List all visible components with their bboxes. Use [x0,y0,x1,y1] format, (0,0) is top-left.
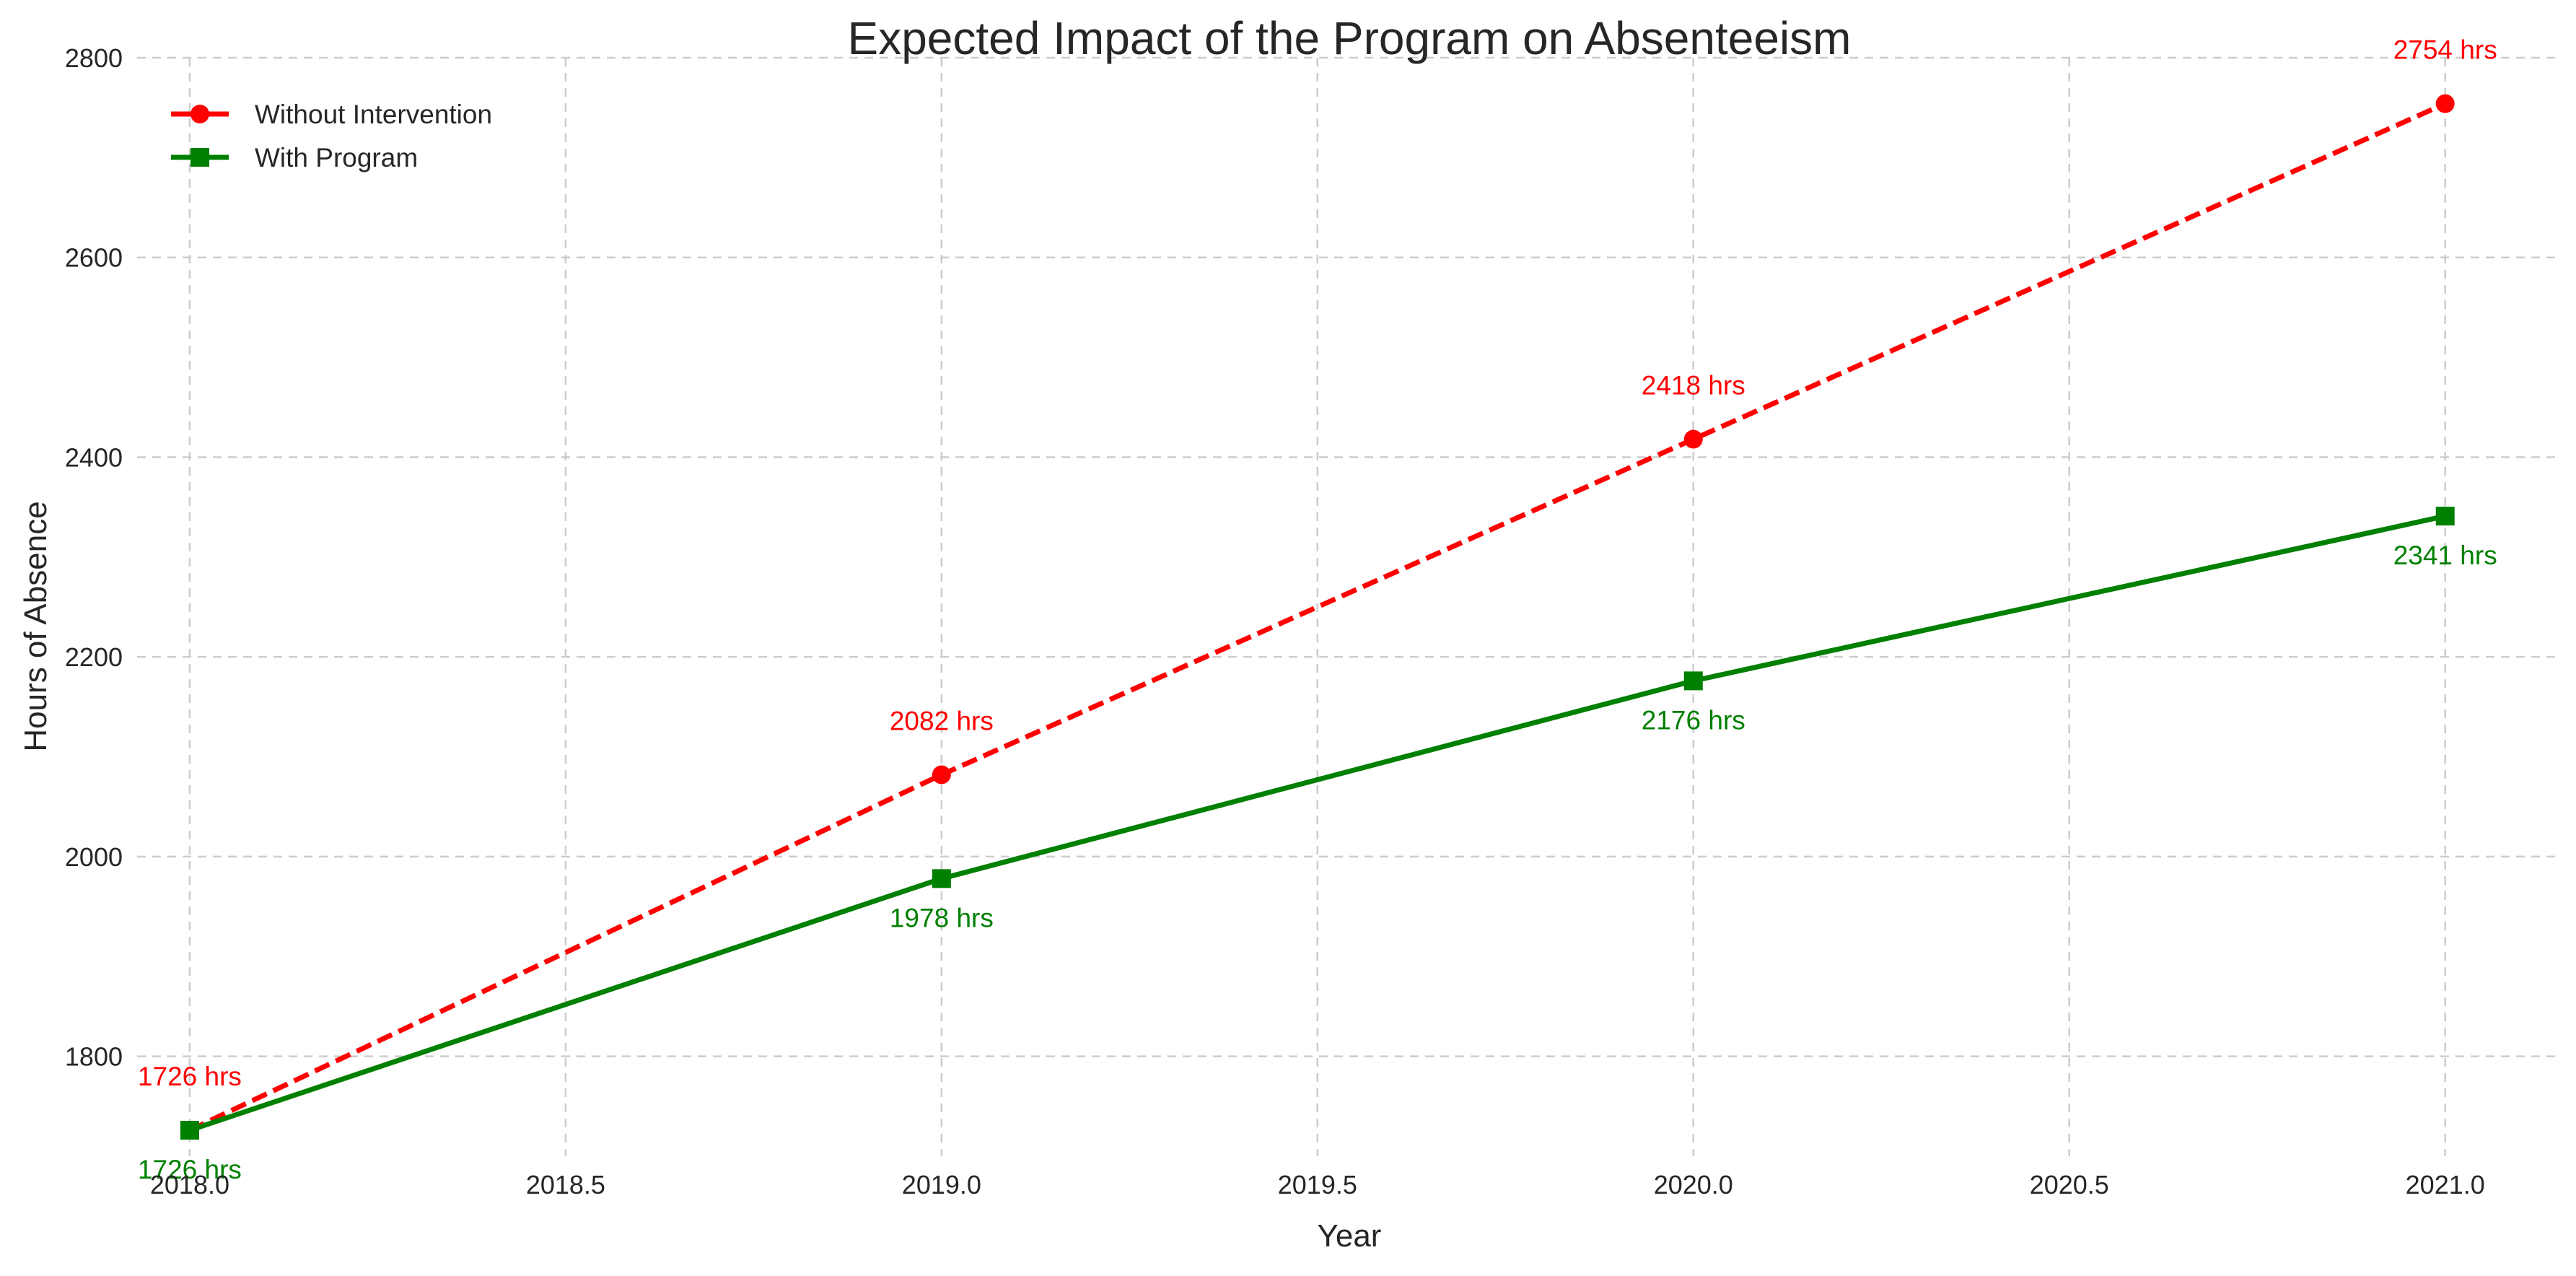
x-tick-label: 2019.5 [1278,1170,1357,1199]
series-markers [180,94,2455,1140]
data-label-with-program: 1726 hrs [138,1155,242,1184]
y-tick-label: 1800 [65,1042,123,1072]
data-label-without-intervention: 2082 hrs [890,706,994,735]
legend: Without Intervention With Program [171,100,492,172]
series-line-without-intervention [188,101,2447,1133]
x-tick-label: 2020.5 [2030,1170,2109,1199]
y-tick-label: 2800 [65,43,123,73]
x-tick-label: 2020.0 [1654,1170,1733,1199]
legend-marker-with-program [190,148,209,167]
y-tick-label: 2600 [65,243,123,273]
data-point-without-intervention [2435,94,2455,113]
data-label-without-intervention: 2754 hrs [2393,35,2497,65]
x-tick-label: 2019.0 [902,1170,981,1199]
chart-title: Expected Impact of the Program on Absent… [848,12,1852,64]
y-tick-label: 2200 [65,642,123,672]
data-point-without-intervention [1683,429,1703,449]
series-line-with-program [188,513,2446,1133]
x-tick-label: 2018.5 [526,1170,605,1199]
tick-labels: 2018.0 2018.5 2019.0 2019.5 2020.0 2020.5 2021… [65,43,2485,1199]
y-axis-label: Hours of Absence [18,501,53,751]
data-point-with-program [180,1121,199,1140]
data-point-without-intervention [932,765,951,785]
data-label-without-intervention: 2418 hrs [1642,371,1745,401]
gridlines [137,56,2558,1156]
y-tick-label: 2400 [65,442,123,472]
x-tick-label: 2021.0 [2406,1170,2485,1199]
data-label-without-intervention: 1726 hrs [138,1062,242,1091]
data-label-with-program: 1978 hrs [890,903,994,932]
data-label-with-program: 2341 hrs [2393,541,2497,570]
x-axis-label: Year [1318,1218,1382,1254]
legend-marker-without-intervention [190,105,209,123]
legend-label-without-intervention: Without Intervention [255,100,492,129]
legend-label-with-program: With Program [255,143,418,172]
data-point-with-program [932,869,951,888]
data-point-with-program [1683,671,1703,691]
data-point-with-program [2435,507,2455,526]
data-label-with-program: 2176 hrs [1642,705,1745,735]
series-lines [188,101,2447,1133]
y-tick-label: 2000 [65,842,123,872]
x-tick-label: 2018.0 [150,1170,229,1199]
data-labels: 1726 hrs 2082 hrs 2418 hrs 2754 hrs 1726 hrs… [138,35,2497,1184]
